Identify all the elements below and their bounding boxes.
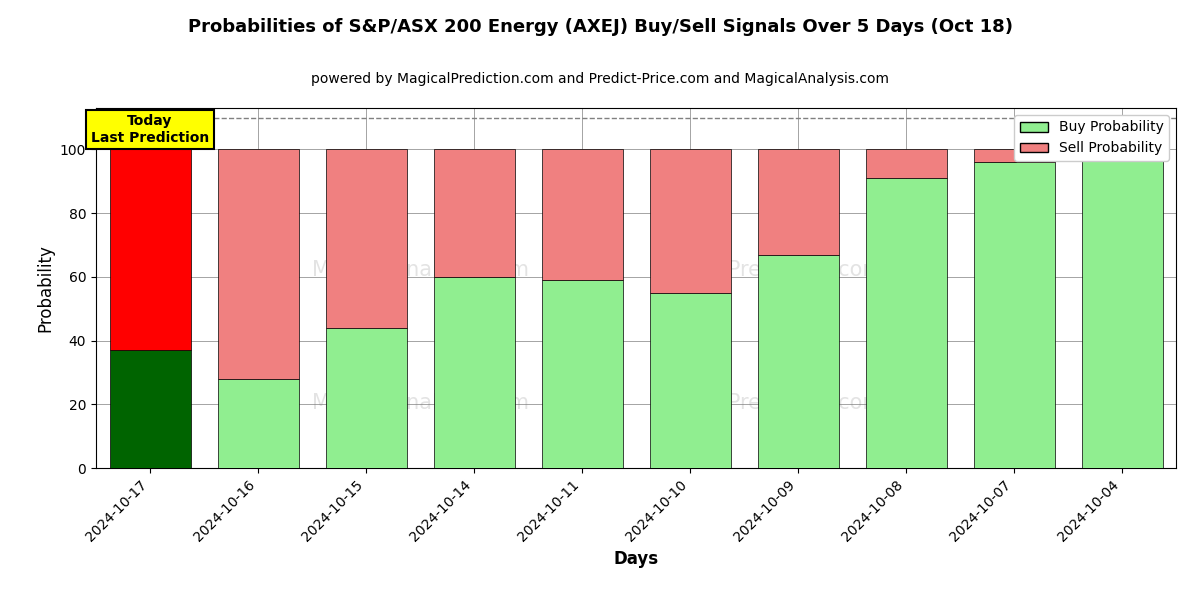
Text: Today
Last Prediction: Today Last Prediction — [91, 115, 209, 145]
Bar — [757, 254, 839, 468]
Text: MagicalAnalysis.com: MagicalAnalysis.com — [312, 393, 528, 413]
Bar — [973, 162, 1055, 468]
Bar — [217, 149, 299, 379]
Bar — [973, 149, 1055, 162]
Text: powered by MagicalPrediction.com and Predict-Price.com and MagicalAnalysis.com: powered by MagicalPrediction.com and Pre… — [311, 72, 889, 86]
Bar — [649, 149, 731, 293]
Text: Probabilities of S&P/ASX 200 Energy (AXEJ) Buy/Sell Signals Over 5 Days (Oct 18): Probabilities of S&P/ASX 200 Energy (AXE… — [187, 18, 1013, 36]
Text: MagicalPrediction.com: MagicalPrediction.com — [648, 260, 883, 280]
Bar — [325, 149, 407, 328]
Bar — [541, 149, 623, 280]
Bar — [433, 149, 515, 277]
Text: MagicalAnalysis.com: MagicalAnalysis.com — [312, 260, 528, 280]
Bar — [433, 277, 515, 468]
Bar — [757, 149, 839, 254]
Bar — [109, 149, 191, 350]
Bar — [649, 293, 731, 468]
Bar — [325, 328, 407, 468]
Bar — [865, 178, 947, 468]
Bar — [541, 280, 623, 468]
Legend: Buy Probability, Sell Probability: Buy Probability, Sell Probability — [1014, 115, 1169, 161]
Text: MagicalPrediction.com: MagicalPrediction.com — [648, 393, 883, 413]
X-axis label: Days: Days — [613, 550, 659, 568]
Y-axis label: Probability: Probability — [36, 244, 54, 332]
Bar — [217, 379, 299, 468]
Bar — [109, 350, 191, 468]
Bar — [1081, 149, 1163, 468]
Bar — [865, 149, 947, 178]
